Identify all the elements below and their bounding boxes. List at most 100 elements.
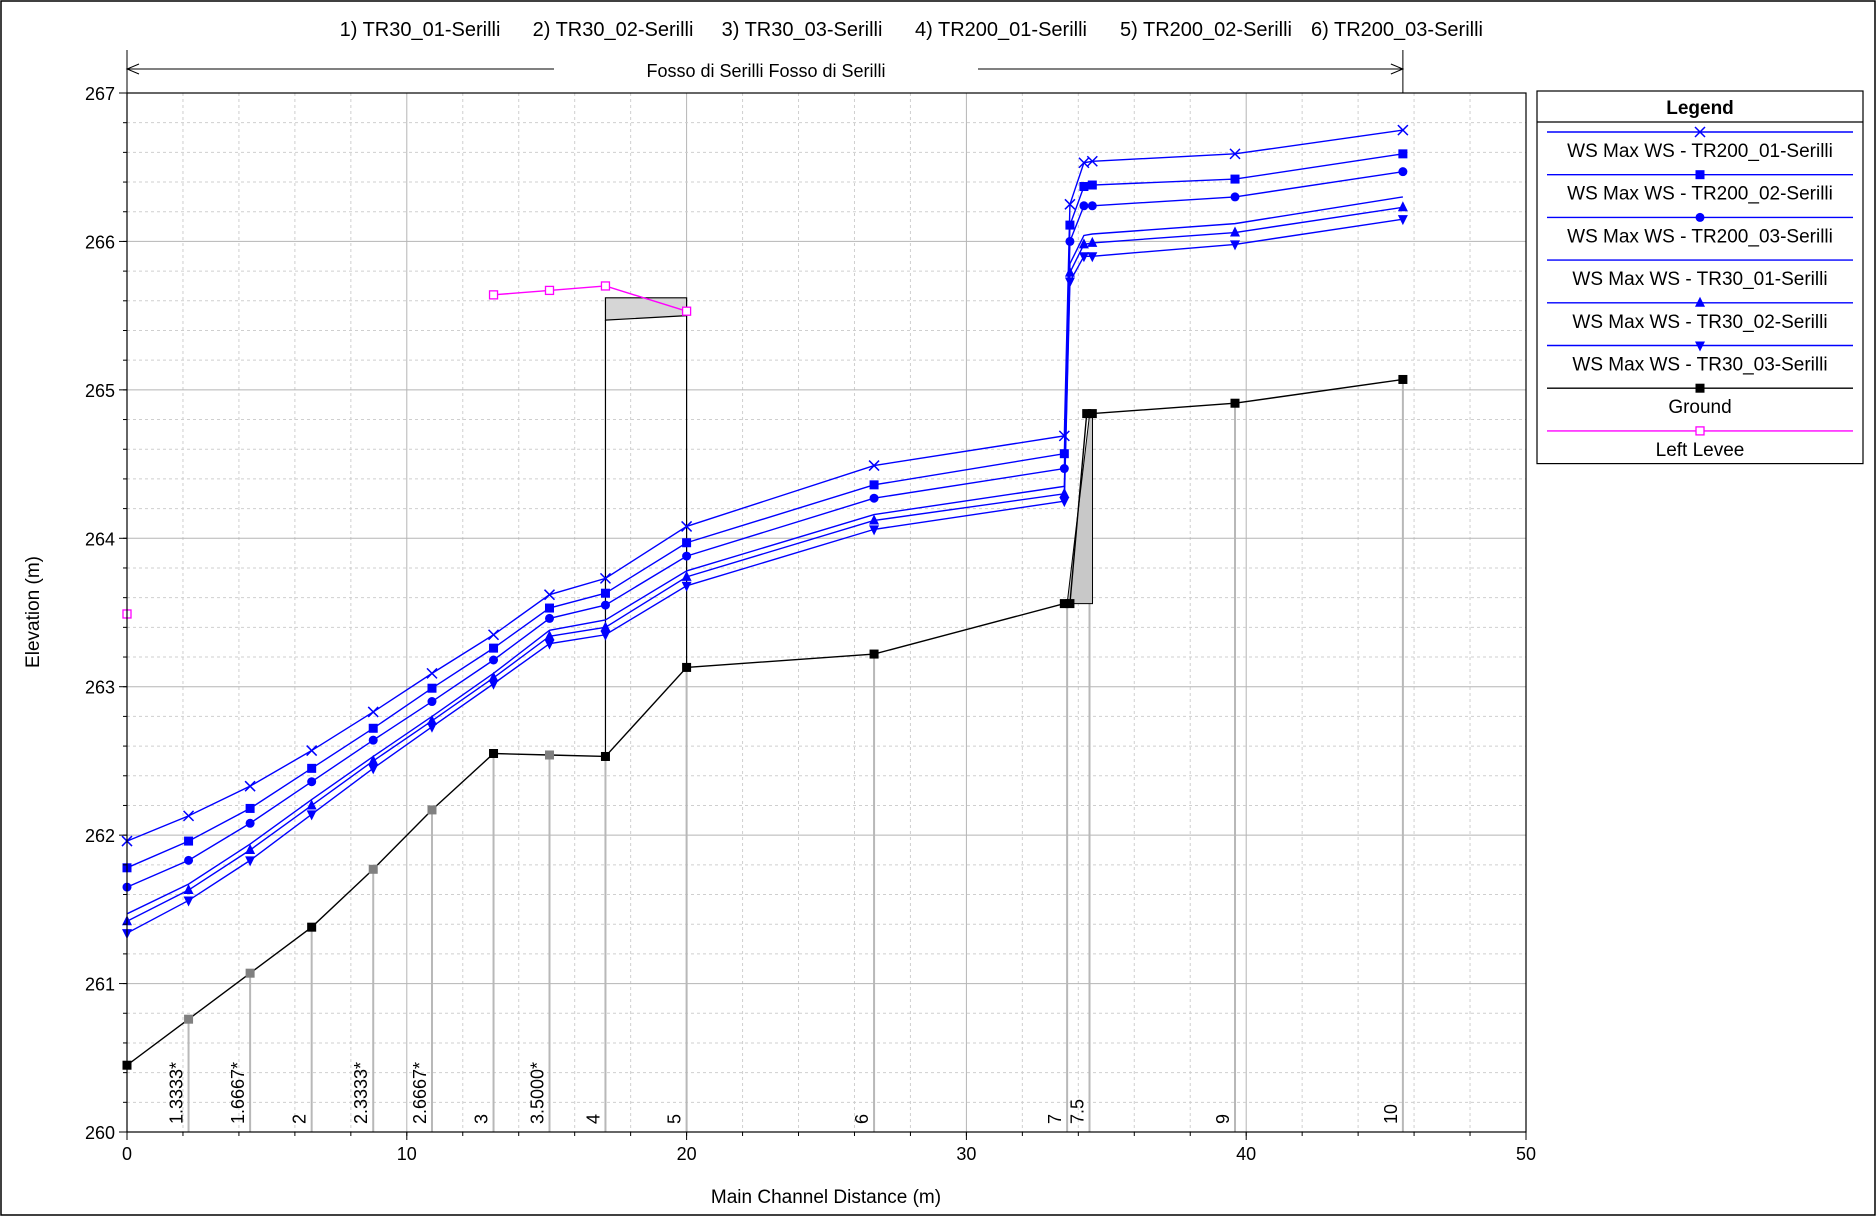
reach-arrow-head — [1390, 63, 1405, 75]
legend-label: WS Max WS - TR30_02-Serilli — [1572, 312, 1827, 333]
data-point — [1229, 148, 1241, 160]
data-point — [307, 922, 317, 932]
series — [121, 124, 1409, 1070]
data-point — [681, 306, 692, 316]
station-label: 5 — [665, 1114, 685, 1124]
legend-marker — [1694, 126, 1706, 138]
y-tick-label: 267 — [85, 84, 115, 104]
station-label: 2.6667* — [410, 1062, 430, 1124]
plan-header-label: 2) TR30_02-Serilli — [533, 19, 694, 41]
data-point — [1065, 236, 1075, 246]
legend-marker — [1695, 341, 1705, 352]
data-point — [600, 600, 610, 610]
plan-header-label: 6) TR200_03-Serilli — [1311, 19, 1483, 41]
y-tick-label: 264 — [85, 529, 115, 549]
data-point — [682, 538, 692, 548]
data-point — [1397, 215, 1408, 226]
data-point — [600, 621, 611, 632]
data-point — [544, 285, 555, 296]
data-point — [368, 723, 378, 733]
data-point — [600, 281, 611, 291]
legend-label: WS Max WS - TR200_03-Serilli — [1567, 226, 1833, 247]
data-point — [183, 896, 194, 907]
data-point — [1230, 192, 1240, 202]
station-label: 4 — [583, 1114, 603, 1124]
data-point — [599, 572, 611, 584]
data-point — [1065, 599, 1075, 609]
station-label: 2 — [290, 1114, 310, 1124]
y-tick-label: 263 — [85, 678, 115, 698]
series-group — [126, 196, 1403, 915]
series-line — [493, 285, 687, 312]
data-point — [1059, 497, 1070, 508]
data-point — [1079, 201, 1089, 211]
data-point — [1087, 236, 1098, 247]
series-group — [122, 374, 1408, 1070]
x-tick-label: 40 — [1236, 1144, 1256, 1164]
data-point — [869, 649, 879, 659]
station-label: 2.3333* — [351, 1062, 371, 1124]
reach-extent: Fosso di Serilli Fosso di Serilli — [125, 50, 1405, 93]
data-point — [368, 764, 379, 775]
series-group — [122, 201, 1408, 926]
data-point — [544, 613, 554, 623]
data-point — [682, 551, 692, 561]
data-point — [426, 722, 437, 733]
data-point — [600, 630, 611, 641]
x-tick-label: 0 — [122, 1144, 132, 1164]
reach-arrow-head — [125, 63, 140, 75]
series-group — [121, 124, 1409, 847]
data-point — [1230, 398, 1240, 408]
x-tick-label: 50 — [1516, 1144, 1536, 1164]
data-point — [245, 856, 256, 867]
legend-label: WS Max WS - TR30_01-Serilli — [1572, 269, 1827, 290]
data-point — [544, 750, 554, 760]
data-point — [426, 714, 437, 725]
data-point — [681, 581, 692, 592]
data-point — [682, 662, 692, 672]
data-point — [1078, 238, 1089, 249]
legend: Legend WS Max WS - TR200_01-Serilli WS Max… — [1536, 90, 1864, 465]
data-point — [245, 818, 255, 828]
legend-marker — [1695, 426, 1705, 436]
data-point — [1087, 409, 1097, 419]
x-tick-label: 30 — [956, 1144, 976, 1164]
legend-marker — [1695, 383, 1705, 393]
legend-box — [1536, 90, 1864, 465]
station-label: 10 — [1381, 1104, 1401, 1124]
station-label: 1.3333* — [167, 1062, 187, 1124]
data-point — [600, 588, 610, 598]
data-point — [307, 777, 317, 787]
data-point — [1087, 252, 1098, 263]
series-group — [122, 149, 1408, 873]
reach-label: Fosso di Serilli Fosso di Serilli — [646, 61, 885, 81]
data-point — [427, 805, 437, 815]
data-point — [426, 667, 438, 679]
station-lines: 1.3333* 1.6667* 2 2.3333* 2.6667* 3 3.5000* 4 5 6… — [167, 379, 1404, 1132]
data-point — [1064, 266, 1075, 277]
station-label: 7.5 — [1068, 1099, 1088, 1124]
data-point — [1398, 167, 1408, 177]
data-point — [184, 836, 194, 846]
data-point — [869, 493, 879, 503]
data-point — [1087, 201, 1097, 211]
data-point — [681, 570, 692, 581]
data-point — [307, 763, 317, 773]
data-point — [1397, 201, 1408, 212]
series-line — [126, 196, 1403, 915]
plot-frame — [126, 92, 1527, 1133]
plan-header-label: 3) TR30_03-Serilli — [722, 19, 883, 41]
legend-label: Left Levee — [1656, 440, 1745, 461]
station-label: 1.6667* — [228, 1062, 248, 1124]
legend-label: WS Max WS - TR200_01-Serilli — [1567, 141, 1833, 162]
data-point — [1078, 252, 1089, 263]
legend-title: Legend — [1666, 98, 1734, 119]
plan-header-label: 4) TR200_01-Serilli — [915, 19, 1087, 41]
legend-marker — [1695, 170, 1705, 180]
data-point — [489, 749, 499, 759]
data-point — [184, 855, 194, 865]
y-tick-label: 265 — [85, 381, 115, 401]
